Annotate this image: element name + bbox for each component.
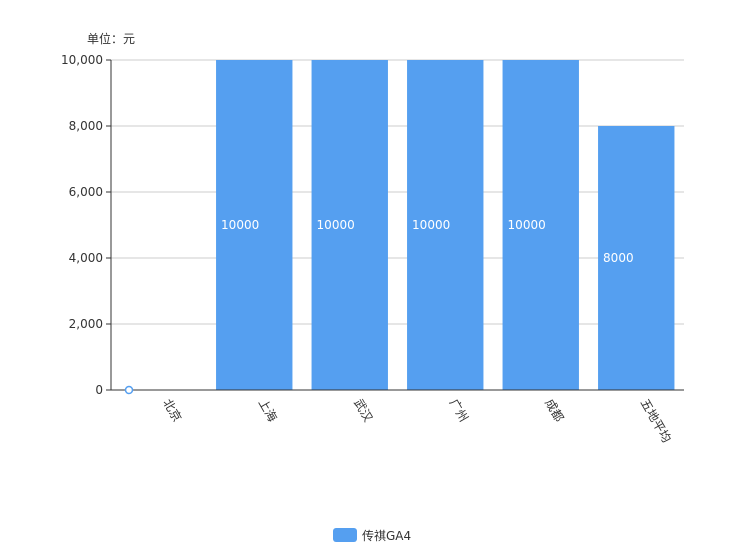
bar-value-label: 10000 <box>317 218 355 232</box>
y-tick-label: 8,000 <box>69 119 103 133</box>
bars <box>216 60 675 390</box>
x-category-label: 北京 <box>160 397 184 425</box>
legend-label-ga4[interactable]: 传祺GA4 <box>362 528 411 543</box>
y-tick-label: 10,000 <box>61 53 103 67</box>
bar-value-label: 8000 <box>603 251 634 265</box>
bar-value-label: 10000 <box>508 218 546 232</box>
y-tick-label: 4,000 <box>69 251 103 265</box>
y-tick-label: 6,000 <box>69 185 103 199</box>
bar[interactable] <box>311 60 388 390</box>
y-tick-label: 0 <box>95 383 103 397</box>
unit-label: 单位：元 <box>87 31 135 46</box>
x-category-label: 成都 <box>542 397 566 425</box>
x-category-label: 广州 <box>447 397 471 425</box>
bar-value-label: 10000 <box>412 218 450 232</box>
axes <box>106 59 684 391</box>
bar[interactable] <box>407 60 484 390</box>
legend[interactable]: 传祺GA4 <box>333 528 411 543</box>
bar[interactable] <box>598 126 675 390</box>
bar[interactable] <box>502 60 579 390</box>
bar[interactable] <box>216 60 293 390</box>
legend-swatch[interactable] <box>333 528 357 542</box>
y-tick-label: 2,000 <box>69 317 103 331</box>
bar-value-label: 10000 <box>221 218 259 232</box>
x-category-label: 武汉 <box>351 397 375 425</box>
zero-value-marker[interactable] <box>124 385 134 395</box>
gridlines <box>111 59 684 325</box>
x-category-label: 五地平均 <box>638 397 674 446</box>
x-category-label: 上海 <box>256 396 281 424</box>
